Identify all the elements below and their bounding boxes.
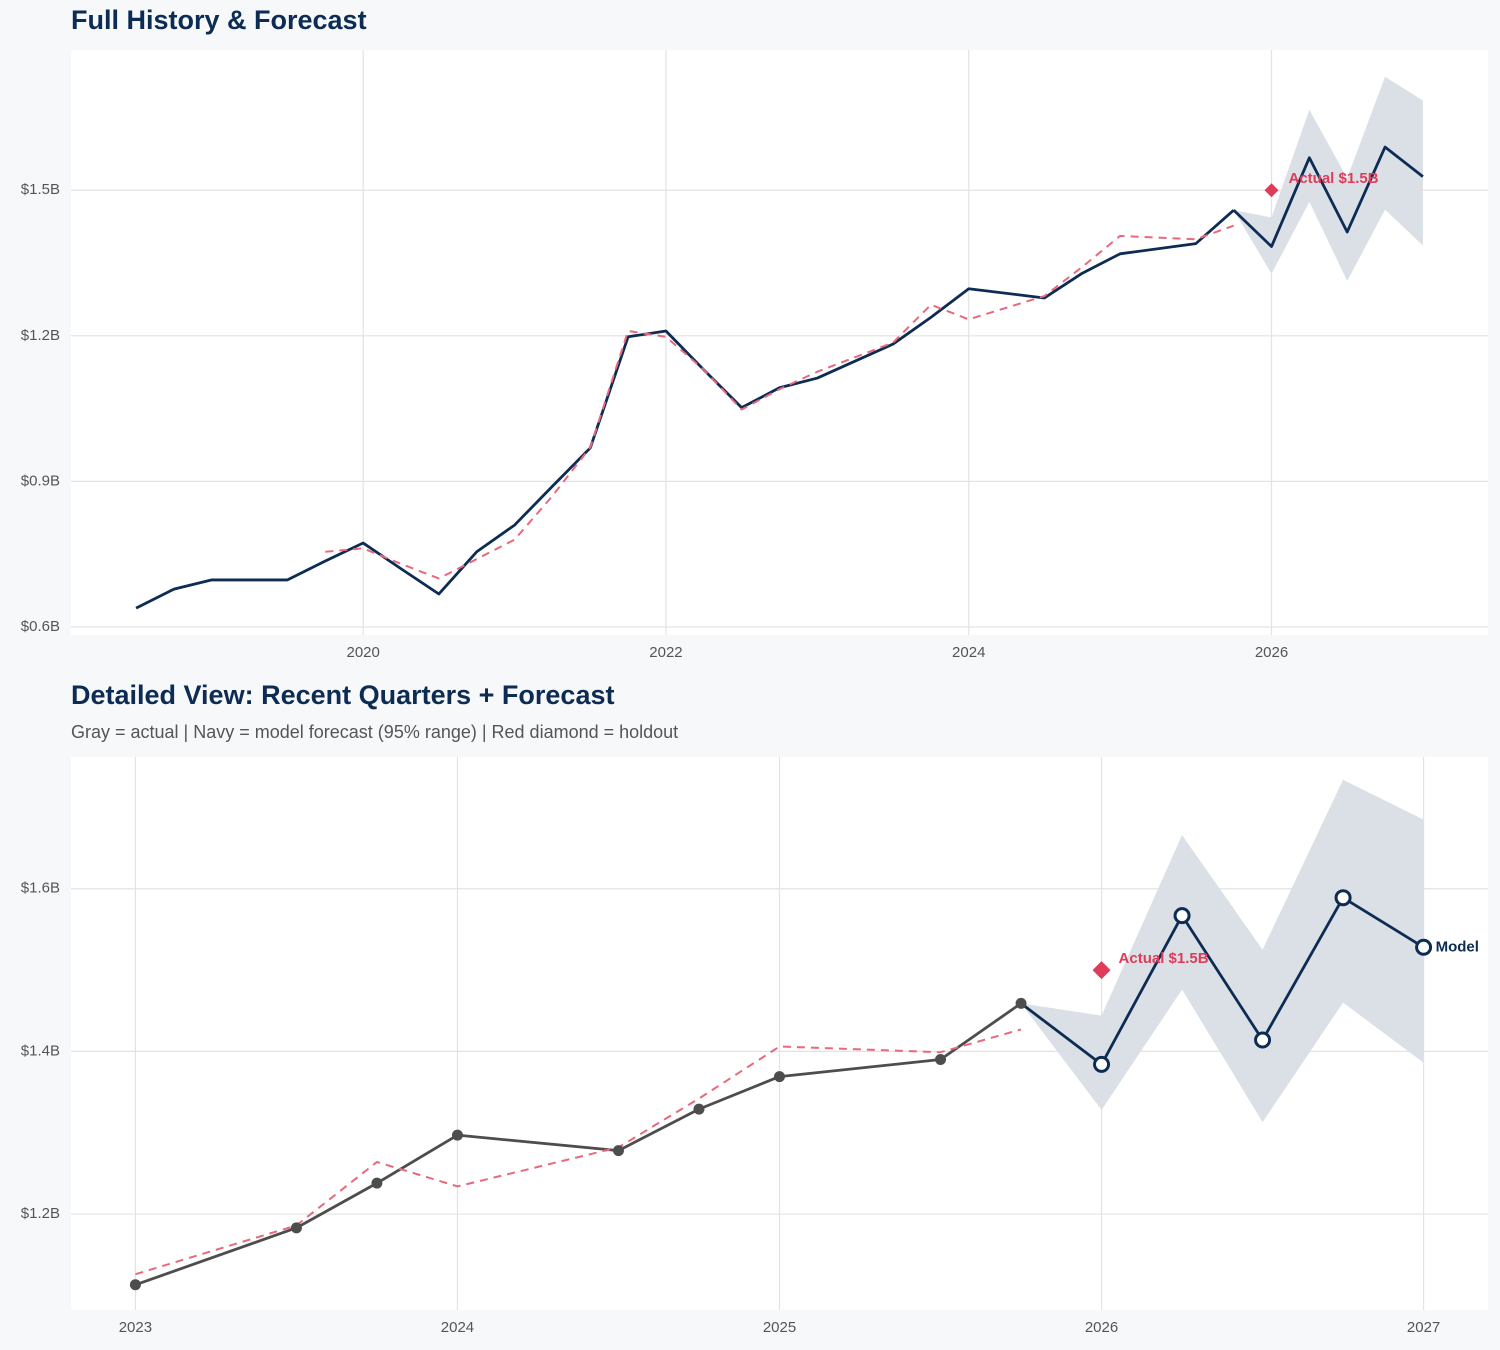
actual-point bbox=[451, 1129, 463, 1141]
actual-point bbox=[1015, 997, 1027, 1009]
end-label: Model bbox=[1436, 938, 1479, 955]
forecast-line bbox=[1232, 145, 1424, 248]
actual-point bbox=[693, 1103, 705, 1115]
actual-line bbox=[135, 209, 1235, 610]
forecast-point bbox=[1415, 938, 1433, 956]
y-tick-label: $1.2B bbox=[21, 327, 60, 344]
chart-title: Detailed View: Recent Quarters + Forecas… bbox=[71, 680, 614, 710]
y-tick-label: $1.4B bbox=[21, 1042, 60, 1059]
x-tick-label: 2027 bbox=[1407, 1319, 1440, 1336]
y-tick-label: $0.9B bbox=[21, 472, 60, 489]
holdout-marker bbox=[1264, 183, 1279, 198]
holdout-label: Actual $1.5B bbox=[1289, 170, 1379, 187]
chart-subtitle: Gray = actual | Navy = model forecast (9… bbox=[71, 722, 678, 742]
y-tick-label: $0.6B bbox=[21, 618, 60, 635]
x-tick-label: 2020 bbox=[346, 644, 379, 661]
plot-area bbox=[71, 50, 1488, 635]
fitted-line bbox=[325, 224, 1235, 580]
forecast-point bbox=[1334, 889, 1352, 907]
y-tick-label: $1.6B bbox=[21, 880, 60, 897]
forecast-point bbox=[1173, 907, 1191, 925]
holdout-label: Actual $1.5B bbox=[1119, 950, 1209, 967]
actual-point bbox=[774, 1071, 785, 1083]
x-tick-label: 2023 bbox=[119, 1319, 152, 1336]
actual-point bbox=[935, 1054, 947, 1066]
x-tick-label: 2025 bbox=[763, 1319, 796, 1336]
forecast-band bbox=[1021, 779, 1424, 1123]
forecast-point bbox=[1093, 1055, 1111, 1073]
y-tick-label: $1.5B bbox=[21, 181, 60, 198]
x-tick-label: 2026 bbox=[1085, 1319, 1118, 1336]
holdout-marker bbox=[1092, 961, 1111, 980]
actual-point bbox=[612, 1145, 624, 1157]
forecast-band bbox=[1233, 76, 1423, 281]
x-tick-label: 2024 bbox=[441, 1319, 474, 1336]
actual-point bbox=[129, 1279, 141, 1291]
actual-point bbox=[290, 1222, 302, 1234]
x-tick-label: 2022 bbox=[649, 644, 682, 661]
x-tick-label: 2026 bbox=[1255, 644, 1288, 661]
forecast-point bbox=[1254, 1031, 1272, 1049]
forecast-line bbox=[1020, 896, 1425, 1066]
actual-point bbox=[371, 1177, 383, 1189]
x-tick-label: 2024 bbox=[952, 644, 985, 661]
chart-title: Full History & Forecast bbox=[71, 5, 367, 35]
y-tick-label: $1.2B bbox=[21, 1205, 60, 1222]
